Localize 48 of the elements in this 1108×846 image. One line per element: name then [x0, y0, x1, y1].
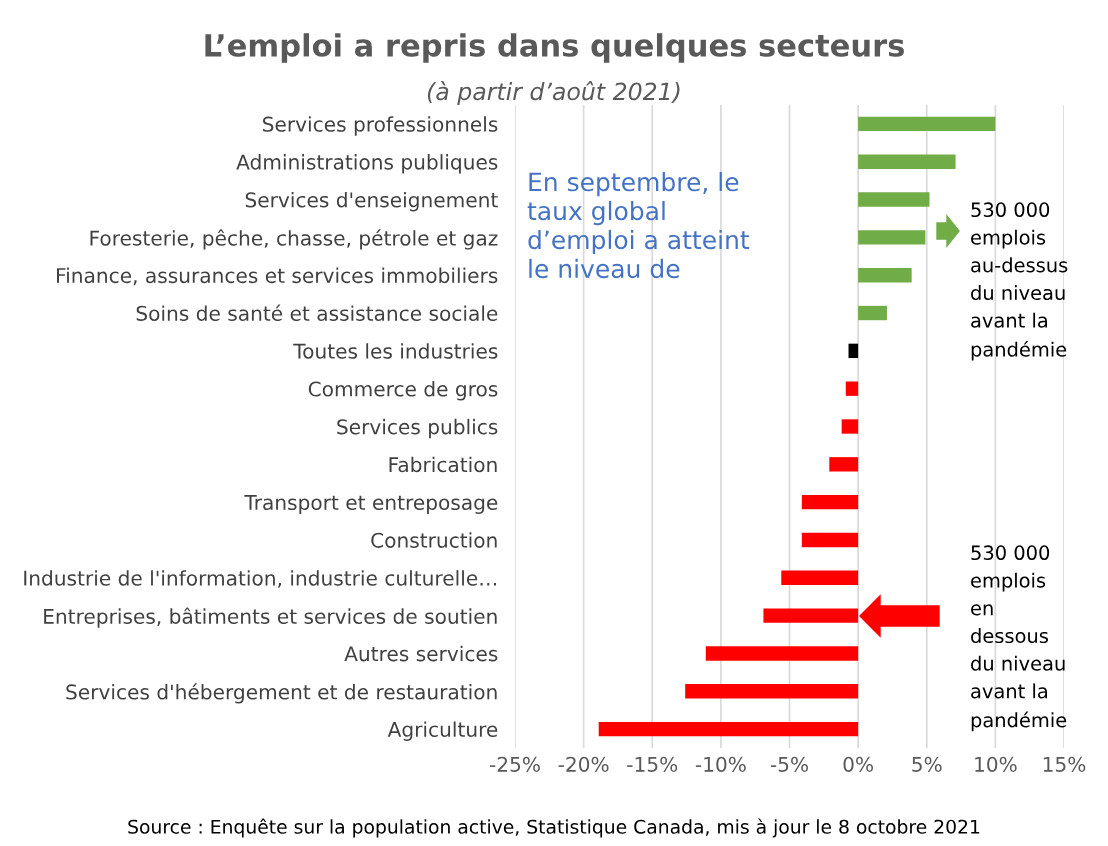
- y-tick-label: Services publics: [337, 418, 498, 439]
- x-tick-label: -10%: [695, 756, 746, 772]
- annotation: 530 000 emplois au-dessus du niveau avant la pandémie: [971, 202, 1068, 361]
- y-tick-label: Services d'hébergement et de restauration: [66, 683, 497, 704]
- y-tick-label: Foresterie, pêche, chasse, pétrole et gaz: [90, 229, 498, 250]
- bar: [858, 305, 887, 321]
- bar: [841, 419, 859, 434]
- x-tick-label: 15%: [1043, 756, 1086, 772]
- bar: [705, 646, 859, 661]
- x-tick-label: -5%: [770, 756, 808, 772]
- bar: [858, 268, 912, 283]
- y-tick-label: Industrie de l'information, industrie culturelle…: [24, 570, 497, 588]
- y-tick-label: Fabrication: [389, 456, 497, 473]
- bar: [858, 116, 996, 132]
- y-tick-label: Finance, assurances et services immobiliers: [57, 267, 498, 286]
- y-tick-label: Transport et entreposage: [244, 495, 498, 514]
- bar: [829, 457, 859, 472]
- y-tick-label: Entreprises, bâtiments et services de soutien: [44, 607, 497, 628]
- bar: [598, 721, 859, 737]
- y-tick-label: Autres services: [344, 645, 498, 662]
- annotation: En septembre, le taux global d’emploi a atteint le niveau de: [527, 172, 750, 279]
- x-tick-label: 5%: [912, 756, 942, 772]
- bar: [858, 230, 926, 245]
- bar: [848, 343, 859, 359]
- x-tick-label: -20%: [558, 756, 609, 772]
- y-tick-label: Administrations publiques: [236, 154, 498, 174]
- y-tick-label: Construction: [371, 532, 497, 548]
- bar: [685, 684, 859, 699]
- y-tick-label: Commerce de gros: [308, 381, 498, 401]
- x-tick-label: 10%: [975, 756, 1017, 772]
- y-tick-label: Services professionnels: [263, 116, 498, 136]
- bar: [845, 381, 859, 396]
- bar: [781, 570, 859, 585]
- bar: [858, 192, 930, 207]
- bar: [801, 532, 859, 548]
- bar: [801, 494, 859, 510]
- chart-subtitle: (à partir d’août 2021): [427, 81, 680, 105]
- y-tick-label: Soins de santé et assistance sociale: [136, 304, 498, 321]
- y-tick-label: Toutes les industries: [293, 343, 498, 359]
- bar: [858, 154, 956, 169]
- x-tick-label: -15%: [627, 756, 678, 772]
- y-tick-label: Services d'enseignement: [245, 191, 498, 212]
- x-tick-label: 0%: [843, 756, 873, 772]
- source-note: Source : Enquête sur la population active, Statistique Canada, mis à jour le 8 octobre 2021: [128, 818, 980, 838]
- annotation: 530 000 emplois en dessous du niveau avant la pandémie: [971, 545, 1067, 732]
- x-tick-label: -25%: [489, 756, 540, 772]
- y-tick-label: Agriculture: [387, 721, 498, 741]
- chart-title: L’emploi a repris dans quelques secteurs: [205, 33, 904, 63]
